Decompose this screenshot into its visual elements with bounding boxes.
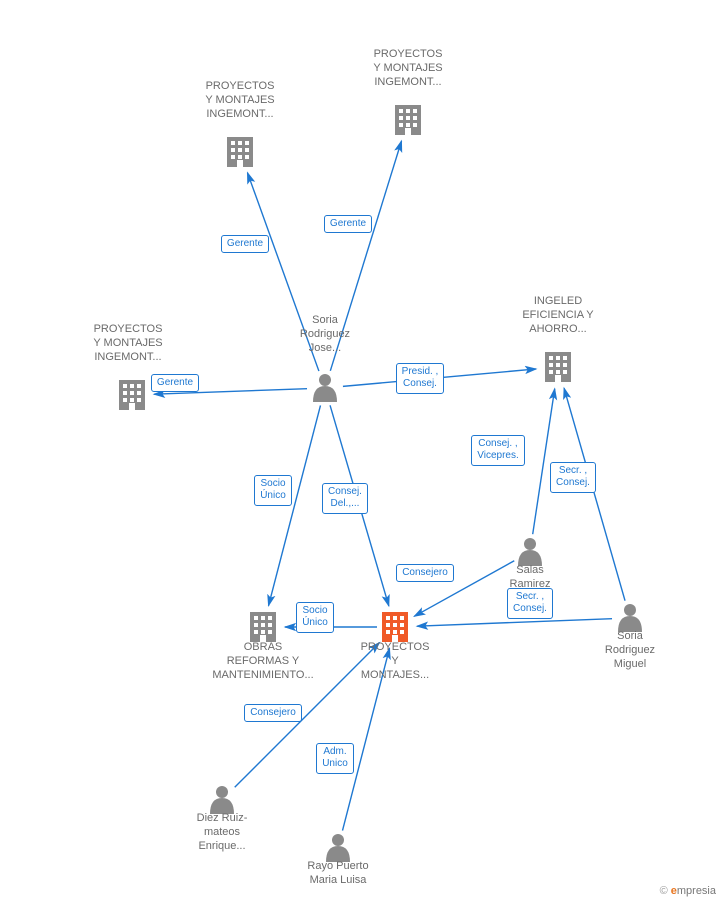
edge-label[interactable]: Presid. , Consej. bbox=[396, 363, 445, 394]
company-node[interactable] bbox=[119, 380, 145, 410]
person-icon bbox=[618, 604, 642, 632]
node-label[interactable]: Diez Ruiz- mateos Enrique... bbox=[182, 812, 262, 853]
edge bbox=[417, 619, 612, 626]
node-label[interactable]: Soria Rodriguez Jose... bbox=[285, 314, 365, 355]
edge-label[interactable]: Secr. , Consej. bbox=[550, 462, 596, 493]
edge-label[interactable]: Consejero bbox=[396, 564, 454, 583]
person-node[interactable] bbox=[210, 786, 234, 814]
edge-label[interactable]: Gerente bbox=[324, 215, 372, 234]
company-icon bbox=[545, 352, 571, 382]
node-label[interactable]: INGELED EFICIENCIA Y AHORRO... bbox=[508, 295, 608, 336]
footer-credit: © empresia bbox=[660, 885, 716, 897]
company-node[interactable] bbox=[250, 612, 276, 642]
person-node[interactable] bbox=[618, 604, 642, 632]
company-node[interactable] bbox=[227, 137, 253, 167]
company-icon bbox=[227, 137, 253, 167]
node-label[interactable]: Rayo Puerto Maria Luisa bbox=[293, 860, 383, 888]
copyright-symbol: © bbox=[660, 885, 668, 897]
company-icon bbox=[119, 380, 145, 410]
person-node[interactable] bbox=[518, 538, 542, 566]
company-node[interactable] bbox=[382, 612, 408, 642]
edge-label[interactable]: Consej. , Vicepres. bbox=[471, 435, 525, 466]
company-icon bbox=[382, 612, 408, 642]
node-label[interactable]: PROYECTOS Y MONTAJES... bbox=[350, 641, 440, 682]
edge bbox=[269, 405, 321, 605]
edge-label[interactable]: Secr. , Consej. bbox=[507, 588, 553, 619]
person-node[interactable] bbox=[326, 834, 350, 862]
person-icon bbox=[326, 834, 350, 862]
company-icon bbox=[395, 105, 421, 135]
edge-label[interactable]: Socio Único bbox=[254, 475, 292, 506]
company-node[interactable] bbox=[545, 352, 571, 382]
company-icon bbox=[250, 612, 276, 642]
brand: empresia bbox=[671, 885, 716, 897]
person-icon bbox=[210, 786, 234, 814]
edge-label[interactable]: Gerente bbox=[221, 235, 269, 254]
person-icon bbox=[518, 538, 542, 566]
network-svg bbox=[0, 0, 728, 905]
node-label[interactable]: PROYECTOS Y MONTAJES INGEMONT... bbox=[358, 48, 458, 89]
person-icon bbox=[313, 374, 337, 402]
edge-label[interactable]: Consejero bbox=[244, 704, 302, 723]
edge-label[interactable]: Gerente bbox=[151, 374, 199, 393]
person-node[interactable] bbox=[313, 374, 337, 402]
edge-label[interactable]: Adm. Unico bbox=[316, 743, 354, 774]
node-label[interactable]: PROYECTOS Y MONTAJES INGEMONT... bbox=[190, 80, 290, 121]
edge-label[interactable]: Consej. Del.,... bbox=[322, 483, 368, 514]
edge-label[interactable]: Socio Único bbox=[296, 602, 334, 633]
node-label[interactable]: OBRAS REFORMAS Y MANTENIMIENTO... bbox=[203, 641, 323, 682]
node-label[interactable]: Soria Rodriguez Miguel bbox=[590, 630, 670, 671]
edge bbox=[564, 388, 625, 601]
node-label[interactable]: PROYECTOS Y MONTAJES INGEMONT... bbox=[78, 323, 178, 364]
company-node[interactable] bbox=[395, 105, 421, 135]
